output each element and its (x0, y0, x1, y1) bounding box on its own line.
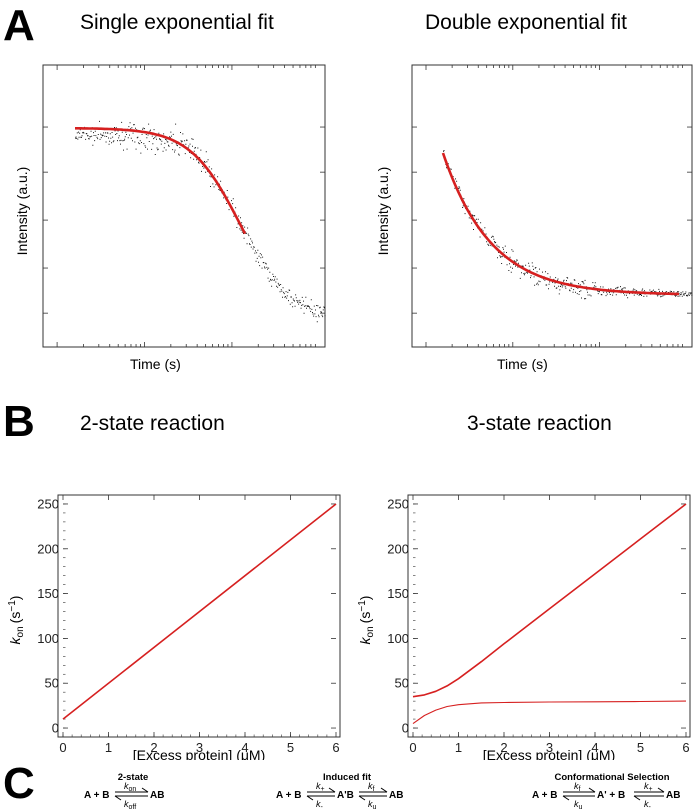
x-tick-label: 5 (637, 740, 644, 755)
y-tick-label: 100 (37, 631, 59, 646)
series-line-slow-phase (412, 700, 687, 725)
reverse-arrow-head (114, 795, 122, 801)
three-state-ylabel: kon(s−1) (357, 596, 376, 645)
three-state-axes: 0 1 2 3 4 5 6 0 50 100 150 200 250 (387, 495, 690, 755)
k-minus-label: k- (316, 799, 324, 810)
y-tick-label: 150 (387, 586, 409, 601)
single-exp-xlabel: Time (s) (130, 356, 181, 372)
three-state-lines (412, 503, 687, 725)
k-minus-label: k- (644, 799, 652, 810)
x-tick-label: 6 (682, 740, 689, 755)
k-off-label: koff (124, 799, 136, 810)
panel-c-schemes: 2-state A + B kon koff AB Induced fit A … (84, 772, 680, 810)
scheme-induced-fit-title: Induced fit (323, 772, 372, 783)
k-on-label: kon (124, 781, 136, 793)
y-tick-label: 50 (45, 676, 59, 691)
y-tick-label: 250 (387, 496, 409, 511)
y-tick-label: 200 (387, 541, 409, 556)
scheme-two-state-title: 2-state (118, 772, 149, 783)
k-u-label: ku (368, 799, 377, 810)
double-exp-xlabel: Time (s) (497, 356, 548, 372)
x-tick-label: 4 (591, 740, 598, 755)
x-tick-label: 2 (150, 740, 157, 755)
reverse-arrow-head (633, 795, 641, 801)
x-tick-label: 5 (287, 740, 294, 755)
series-line-fast-phase (412, 503, 687, 698)
panel-label-b: B (3, 397, 35, 446)
series-line-kon (62, 503, 337, 720)
x-tick-label: 0 (409, 740, 416, 755)
scheme-conformational-selection: Conformational Selection A + B kf ku A' … (532, 772, 680, 810)
x-tick-label: 2 (500, 740, 507, 755)
data-points (75, 120, 326, 323)
double-exp-frame (411, 64, 693, 348)
single-exp-frame (42, 64, 326, 348)
y-tick-label: 100 (387, 631, 409, 646)
two-state-lines (62, 503, 337, 720)
forward-arrow-head (328, 787, 336, 793)
x-tick-label: 3 (196, 740, 203, 755)
scheme-two-state: 2-state A + B kon koff AB (84, 772, 164, 810)
single-exp-fit-line (75, 127, 247, 235)
forward-arrow-head (141, 787, 149, 793)
x-tick-label: 4 (241, 740, 248, 755)
y-tick-label: 0 (402, 721, 409, 736)
k-f-label: kf (368, 781, 375, 793)
y-tick-label: 250 (37, 496, 59, 511)
double-exp-fit-line (441, 152, 680, 296)
single-exp-title: Single exponential fit (80, 11, 274, 34)
two-state-xlabel: [Excess protein] (μM) (133, 747, 266, 760)
y-tick-label: 0 (52, 721, 59, 736)
panel-label-a: A (3, 1, 35, 50)
reverse-arrow-head (306, 795, 314, 801)
reverse-arrow-head (358, 795, 366, 801)
two-state-ylabel: kon(s−1) (7, 596, 26, 645)
double-exp-data-points (443, 150, 693, 300)
x-tick-label: 1 (455, 740, 462, 755)
forward-arrow-head (657, 787, 665, 793)
x-tick-label: 1 (105, 740, 112, 755)
three-state-title: 3-state reaction (467, 412, 612, 435)
x-tick-label: 3 (546, 740, 553, 755)
k-f-label: kf (574, 781, 581, 793)
three-state-frame (407, 494, 691, 738)
k-plus-label: k+ (644, 781, 653, 793)
y-tick-label: 50 (395, 676, 409, 691)
scheme-induced-fit: Induced fit A + B k+ k- A'B kf ku AB (276, 772, 403, 810)
scheme-induced-fit-intermediate: A'B (337, 790, 354, 801)
scheme-two-state-reactants: A + B (84, 790, 109, 801)
y-tick-label: 200 (37, 541, 59, 556)
scheme-induced-fit-product: AB (389, 790, 403, 801)
single-exp-ticks (43, 65, 325, 347)
single-exp-ylabel: Intensity (a.u.) (14, 166, 30, 256)
double-exp-ylabel: Intensity (a.u.) (375, 166, 391, 256)
k-u-label: ku (574, 799, 583, 810)
scheme-conformational-selection-title: Conformational Selection (554, 772, 669, 783)
forward-arrow-head (380, 787, 388, 793)
two-state-title: 2-state reaction (80, 412, 225, 435)
three-state-xlabel: [Excess protein] (μM) (483, 747, 616, 760)
y-tick-label: 150 (37, 586, 59, 601)
panel-a-charts (42, 64, 693, 348)
x-tick-label: 6 (332, 740, 339, 755)
double-exp-ticks (412, 65, 692, 347)
data-points (443, 150, 693, 300)
scheme-two-state-product: AB (150, 790, 164, 801)
reverse-arrow-head (562, 795, 570, 801)
panel-label-c: C (3, 759, 35, 808)
x-tick-label: 0 (59, 740, 66, 755)
forward-arrow-head (588, 787, 596, 793)
scheme-cs-product: AB (666, 790, 680, 801)
scheme-cs-intermediate: A' + B (597, 790, 625, 801)
k-plus-label: k+ (316, 781, 325, 793)
scheme-cs-reactants: A + B (532, 790, 557, 801)
double-exp-title: Double exponential fit (425, 11, 627, 34)
panel-b-charts: 0 1 2 3 4 5 6 0 50 100 150 200 250 0 1 2 3 4 5 6 0 50 100 150 2… (7, 494, 691, 760)
single-exp-data-points (75, 120, 326, 323)
scheme-induced-fit-reactants: A + B (276, 790, 301, 801)
two-state-frame (57, 494, 341, 738)
two-state-axes: 0 1 2 3 4 5 6 0 50 100 150 200 250 (37, 495, 340, 755)
